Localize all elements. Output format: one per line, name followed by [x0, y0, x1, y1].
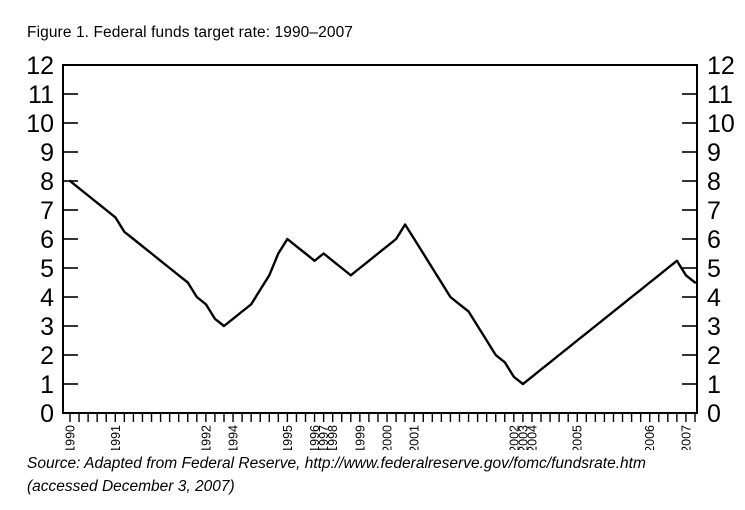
x-axis-year-label: 2001	[408, 425, 422, 450]
y-axis-label-left: 0	[40, 400, 54, 428]
x-axis-year-label: 2006	[643, 425, 657, 450]
x-axis-year-label: 1995	[281, 425, 295, 450]
y-axis-label-right: 2	[707, 342, 721, 370]
y-axis-label-left: 3	[40, 313, 54, 341]
y-axis-label-right: 7	[707, 197, 721, 225]
x-axis-year-label: 1994	[227, 425, 241, 450]
y-axis-label-right: 6	[707, 226, 721, 254]
rate-line	[68, 179, 697, 386]
x-axis-year-label: 2000	[381, 425, 395, 450]
y-axis-label-right: 11	[707, 81, 733, 109]
x-axis-year-label: 1998	[326, 425, 340, 450]
y-axis-label-right: 0	[707, 400, 721, 428]
x-axis-year-label: 1997	[317, 425, 331, 450]
y-axis-label-left: 7	[40, 197, 54, 225]
y-axis-label-right: 3	[707, 313, 721, 341]
y-axis-label-right: 8	[707, 168, 721, 196]
source-line-1: Source: Adapted from Federal Reserve, ht…	[27, 455, 646, 472]
x-axis-year-label: 1991	[109, 425, 123, 450]
y-axis-label-right: 5	[707, 255, 721, 283]
source-note: Source: Adapted from Federal Reserve, ht…	[27, 452, 646, 498]
y-axis-label-left: 12	[26, 52, 54, 80]
source-line-2: (accessed December 3, 2007)	[27, 478, 235, 495]
y-axis-label-left: 2	[40, 342, 54, 370]
y-axis-label-right: 12	[707, 52, 735, 80]
x-axis-year-label: 1990	[64, 425, 78, 450]
plot-frame	[62, 64, 698, 414]
y-axis-label-right: 1	[707, 371, 721, 399]
x-axis-year-label: 2005	[571, 425, 585, 450]
y-axis-label-left: 11	[28, 81, 54, 109]
y-axis-label-left: 9	[40, 139, 54, 167]
figure-title: Figure 1. Federal funds target rate: 199…	[27, 24, 354, 41]
x-axis-year-label: 2002	[507, 425, 521, 450]
y-axis-label-left: 6	[40, 226, 54, 254]
y-axis-label-left: 5	[40, 255, 54, 283]
y-axis-label-right: 9	[707, 139, 721, 167]
x-axis-year-label: 1992	[199, 425, 213, 450]
y-axis-label-left: 4	[40, 284, 54, 312]
y-axis-label-left: 10	[26, 110, 54, 138]
x-axis-year-label: 2004	[525, 425, 539, 450]
y-axis-label-right: 10	[707, 110, 735, 138]
x-axis-ticks	[69, 413, 696, 422]
x-axis-year-label: 2003	[516, 425, 530, 450]
x-axis-year-label: 2007	[679, 425, 693, 450]
y-axis-label-left: 8	[40, 168, 54, 196]
y-axis-label-left: 1	[40, 371, 54, 399]
x-axis-year-label: 1996	[308, 425, 322, 450]
x-axis-year-label: 1999	[353, 425, 367, 450]
y-axis-label-right: 4	[707, 284, 721, 312]
